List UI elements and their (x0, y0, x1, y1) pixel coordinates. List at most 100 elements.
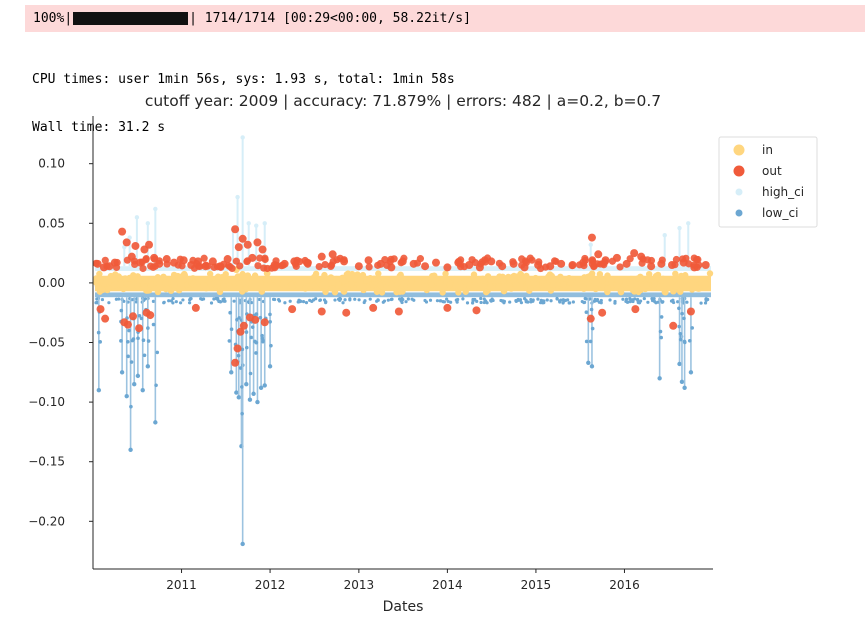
in-point (560, 281, 567, 288)
in-point (310, 281, 318, 289)
in-point (635, 288, 642, 296)
out-point (546, 262, 555, 271)
low-ci-point (699, 301, 703, 305)
x-tick-label: 2013 (344, 578, 375, 592)
out-point (622, 259, 631, 268)
high-ci-point (262, 221, 267, 226)
in-point (225, 282, 233, 289)
low-ci-point (558, 300, 562, 304)
low-ci-point (479, 296, 483, 301)
scatter-chart: cutoff year: 2009 | accuracy: 71.879% | … (28, 92, 818, 615)
low-ci-point (658, 329, 663, 334)
low-ci-point (704, 297, 708, 301)
low-ci-point (95, 300, 99, 304)
low-ci-point (126, 354, 130, 359)
out-point (150, 253, 159, 262)
x-axis-label: Dates (383, 599, 424, 615)
low-ci-point (465, 301, 470, 305)
out-point (657, 259, 666, 268)
in-point (104, 286, 111, 294)
low-ci-point (262, 383, 267, 388)
low-ci-point (141, 338, 146, 342)
in-point (452, 282, 460, 289)
in-point (274, 277, 281, 284)
low-ci-point (389, 297, 393, 302)
low-ci-point (98, 340, 102, 344)
low-ci-point (269, 343, 273, 348)
out-point (187, 261, 196, 270)
out-point (210, 263, 218, 271)
out-point (647, 262, 656, 271)
in-point (96, 270, 103, 278)
low-ci-point (590, 326, 595, 331)
in-point (462, 288, 469, 295)
out-point (162, 255, 171, 264)
low-ci-point (449, 300, 453, 304)
out-point (135, 324, 144, 333)
out-point (251, 315, 260, 324)
low-ci-point (531, 298, 535, 302)
low-ci-point (679, 379, 685, 385)
low-ci-point (181, 298, 185, 302)
low-ci-point (502, 299, 506, 304)
in-point (351, 276, 358, 283)
out-point (270, 261, 279, 270)
low-ci-point (670, 299, 674, 303)
low-ci-point (677, 361, 682, 367)
in-point (457, 283, 465, 291)
out-point (443, 263, 452, 272)
low-ci-point (240, 541, 245, 547)
in-point (262, 276, 270, 283)
in-point (175, 286, 183, 294)
low-ci-point (261, 339, 265, 344)
out-point (101, 314, 110, 323)
out-point (127, 252, 136, 261)
out-point (288, 305, 297, 314)
in-point (483, 288, 490, 296)
low-ci-point (428, 298, 433, 302)
x-tick-label: 2015 (521, 578, 552, 592)
low-ci-point (628, 300, 632, 304)
low-ci-point (268, 312, 272, 317)
axes: 0.10 0.05 0.00 −0.05 −0.10 −0.15 −0.20 2011 2012… (28, 116, 713, 592)
out-point (129, 312, 138, 321)
low-ci-point (254, 312, 259, 316)
out-point (146, 311, 155, 320)
out-point (236, 327, 245, 336)
y-tick-label: −0.05 (28, 336, 65, 350)
low-ci-point (678, 331, 683, 336)
out-point (550, 257, 559, 265)
low-ci-point (249, 335, 254, 340)
in-point (329, 285, 336, 292)
y-tick-label: 0.10 (38, 157, 65, 171)
out-point (201, 262, 210, 271)
in-point (347, 280, 355, 288)
in-point (155, 277, 163, 284)
low-ci-point (363, 299, 367, 303)
in-point (702, 280, 710, 288)
out-point (590, 262, 598, 270)
high-ci-point (254, 223, 259, 228)
legend-box (718, 136, 818, 228)
in-point (532, 274, 539, 282)
out-point (409, 259, 418, 268)
in-point (303, 277, 311, 284)
in-point (360, 283, 368, 290)
low-ci-point (301, 300, 306, 304)
low-ci-point (348, 297, 352, 301)
low-ci-point (127, 328, 131, 333)
in-point (160, 273, 167, 280)
legend-label: low_ci (762, 206, 798, 220)
out-point (139, 264, 147, 273)
in-point (652, 272, 660, 280)
low-ci-point (455, 300, 459, 304)
in-point (375, 270, 382, 277)
in-point (258, 288, 266, 295)
out-point (225, 262, 233, 270)
progress-left-sep: | (64, 11, 73, 26)
in-point (120, 285, 127, 293)
high-ci-point (127, 235, 132, 240)
out-point (253, 238, 262, 247)
in-point (162, 285, 170, 293)
in-point (505, 282, 513, 290)
